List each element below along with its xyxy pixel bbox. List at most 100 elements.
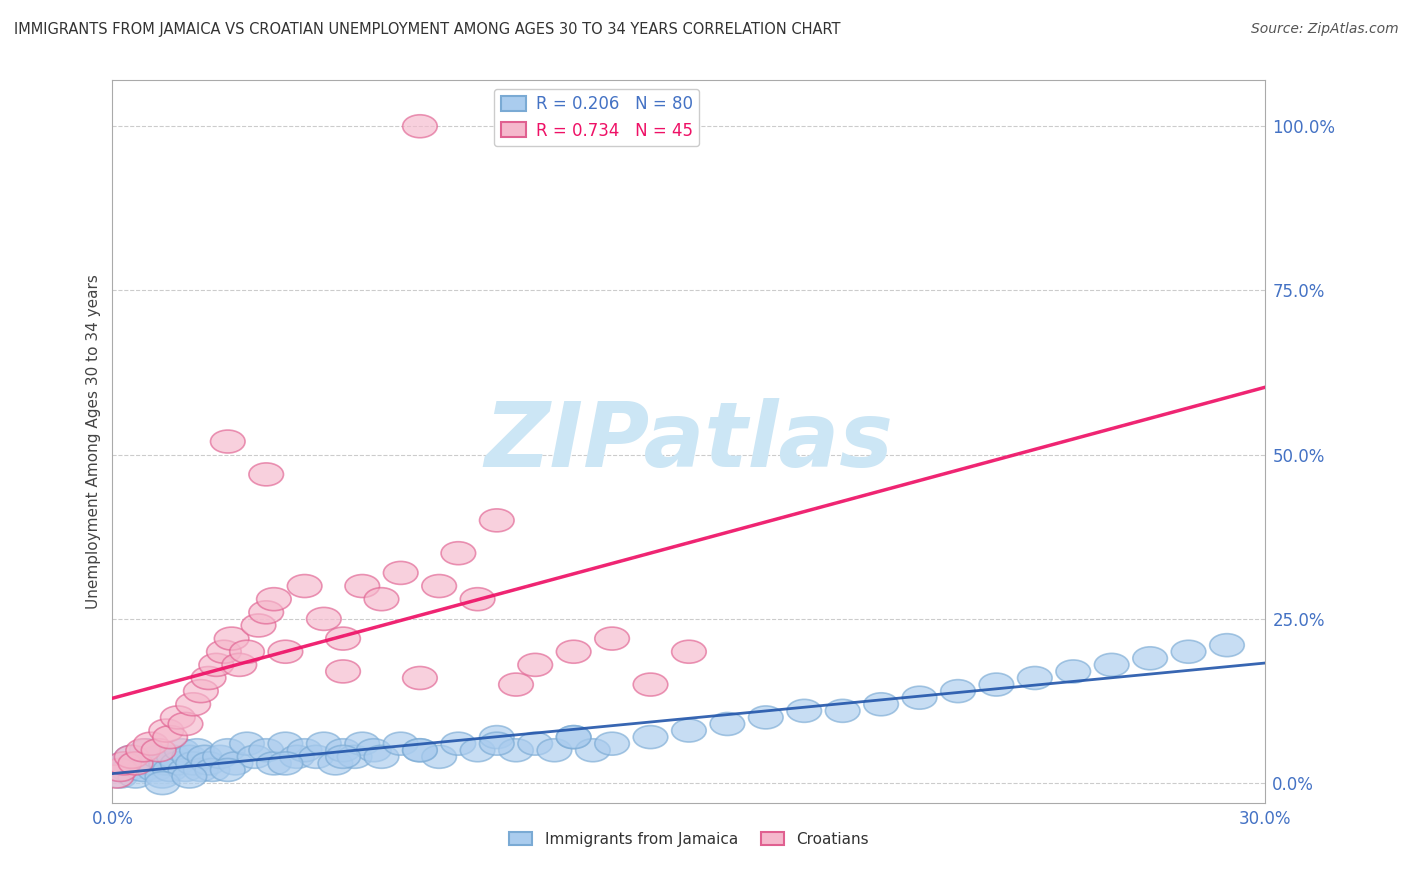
Ellipse shape <box>103 765 138 788</box>
Ellipse shape <box>575 739 610 762</box>
Ellipse shape <box>672 640 706 664</box>
Ellipse shape <box>107 752 141 775</box>
Ellipse shape <box>242 614 276 637</box>
Ellipse shape <box>307 732 342 756</box>
Ellipse shape <box>249 601 284 624</box>
Ellipse shape <box>287 739 322 762</box>
Ellipse shape <box>149 752 184 775</box>
Ellipse shape <box>280 746 315 768</box>
Ellipse shape <box>441 732 475 756</box>
Ellipse shape <box>114 746 149 768</box>
Ellipse shape <box>257 752 291 775</box>
Ellipse shape <box>269 752 302 775</box>
Ellipse shape <box>257 588 291 611</box>
Ellipse shape <box>114 746 149 768</box>
Ellipse shape <box>825 699 860 723</box>
Ellipse shape <box>402 739 437 762</box>
Text: Source: ZipAtlas.com: Source: ZipAtlas.com <box>1251 22 1399 37</box>
Ellipse shape <box>145 772 180 795</box>
Ellipse shape <box>402 115 437 137</box>
Ellipse shape <box>460 739 495 762</box>
Ellipse shape <box>402 666 437 690</box>
Ellipse shape <box>111 758 145 781</box>
Ellipse shape <box>384 732 418 756</box>
Ellipse shape <box>1094 653 1129 676</box>
Ellipse shape <box>517 653 553 676</box>
Ellipse shape <box>1171 640 1206 664</box>
Ellipse shape <box>153 758 187 781</box>
Ellipse shape <box>207 640 242 664</box>
Ellipse shape <box>184 758 218 781</box>
Ellipse shape <box>1056 660 1091 683</box>
Ellipse shape <box>169 758 202 781</box>
Ellipse shape <box>180 739 214 762</box>
Ellipse shape <box>211 430 245 453</box>
Ellipse shape <box>202 746 238 768</box>
Ellipse shape <box>307 607 342 631</box>
Ellipse shape <box>863 693 898 715</box>
Ellipse shape <box>218 752 253 775</box>
Ellipse shape <box>156 746 191 768</box>
Ellipse shape <box>176 693 211 715</box>
Ellipse shape <box>537 739 572 762</box>
Ellipse shape <box>118 765 153 788</box>
Ellipse shape <box>191 752 226 775</box>
Ellipse shape <box>176 752 211 775</box>
Ellipse shape <box>441 541 475 565</box>
Ellipse shape <box>633 673 668 696</box>
Ellipse shape <box>172 765 207 788</box>
Ellipse shape <box>127 739 160 762</box>
Y-axis label: Unemployment Among Ages 30 to 34 years: Unemployment Among Ages 30 to 34 years <box>86 274 101 609</box>
Ellipse shape <box>103 758 138 781</box>
Ellipse shape <box>169 713 202 736</box>
Legend: Immigrants from Jamaica, Croatians: Immigrants from Jamaica, Croatians <box>503 826 875 853</box>
Ellipse shape <box>460 588 495 611</box>
Ellipse shape <box>557 640 591 664</box>
Ellipse shape <box>422 574 457 598</box>
Ellipse shape <box>326 627 360 650</box>
Ellipse shape <box>595 732 630 756</box>
Ellipse shape <box>269 640 302 664</box>
Ellipse shape <box>1133 647 1167 670</box>
Ellipse shape <box>748 706 783 729</box>
Ellipse shape <box>141 746 176 768</box>
Ellipse shape <box>184 680 218 703</box>
Ellipse shape <box>141 739 176 762</box>
Ellipse shape <box>357 739 391 762</box>
Ellipse shape <box>318 752 353 775</box>
Ellipse shape <box>1209 633 1244 657</box>
Ellipse shape <box>211 758 245 781</box>
Ellipse shape <box>557 725 591 748</box>
Ellipse shape <box>402 739 437 762</box>
Ellipse shape <box>979 673 1014 696</box>
Ellipse shape <box>499 673 533 696</box>
Ellipse shape <box>127 758 160 781</box>
Ellipse shape <box>269 732 302 756</box>
Ellipse shape <box>326 739 360 762</box>
Ellipse shape <box>191 666 226 690</box>
Ellipse shape <box>172 746 207 768</box>
Ellipse shape <box>479 732 515 756</box>
Ellipse shape <box>118 752 153 775</box>
Ellipse shape <box>422 746 457 768</box>
Ellipse shape <box>222 653 256 676</box>
Ellipse shape <box>344 574 380 598</box>
Ellipse shape <box>160 752 195 775</box>
Ellipse shape <box>187 746 222 768</box>
Ellipse shape <box>229 732 264 756</box>
Text: IMMIGRANTS FROM JAMAICA VS CROATIAN UNEMPLOYMENT AMONG AGES 30 TO 34 YEARS CORRE: IMMIGRANTS FROM JAMAICA VS CROATIAN UNEM… <box>14 22 841 37</box>
Ellipse shape <box>153 725 187 748</box>
Ellipse shape <box>672 719 706 742</box>
Ellipse shape <box>479 508 515 532</box>
Ellipse shape <box>98 758 134 781</box>
Ellipse shape <box>326 746 360 768</box>
Ellipse shape <box>145 765 180 788</box>
Ellipse shape <box>287 574 322 598</box>
Ellipse shape <box>337 746 371 768</box>
Ellipse shape <box>98 765 134 788</box>
Ellipse shape <box>364 588 399 611</box>
Ellipse shape <box>122 752 156 775</box>
Ellipse shape <box>903 686 936 709</box>
Ellipse shape <box>710 713 745 736</box>
Ellipse shape <box>134 752 169 775</box>
